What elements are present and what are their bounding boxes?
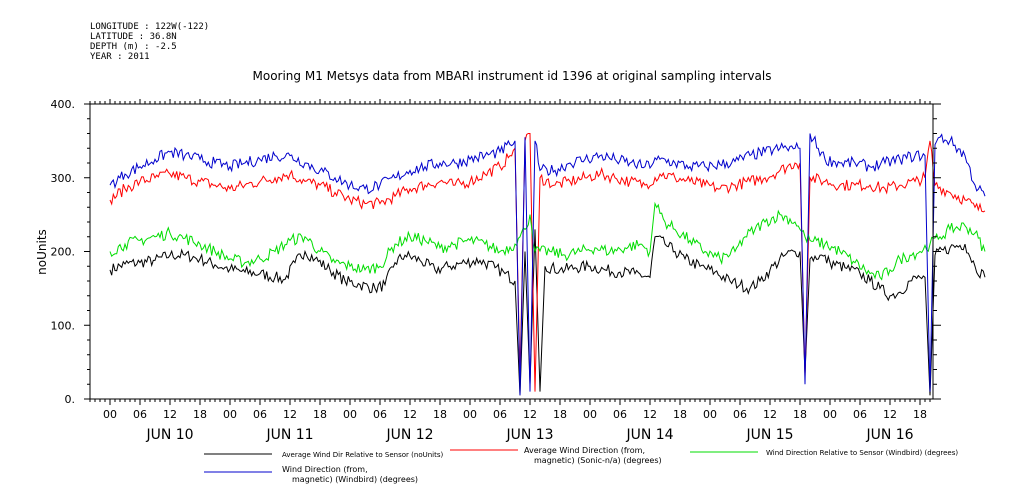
x-hour-label: 00 (463, 408, 477, 421)
x-hour-label: 12 (643, 408, 657, 421)
x-day-label: JUN 16 (865, 427, 913, 443)
legend-label-windbird-dir: Wind Direction (from, magnetic) (Windbir… (282, 465, 418, 484)
chart-title: Mooring M1 Metsys data from MBARI instru… (253, 69, 772, 83)
x-hour-label: 06 (133, 408, 147, 421)
plot-frame (89, 103, 934, 400)
x-hour-label: 18 (553, 408, 567, 421)
x-hour-label: 00 (583, 408, 597, 421)
y-tick-label: 0. (65, 393, 76, 406)
x-hour-label: 18 (193, 408, 207, 421)
x-day-label: JUN 13 (505, 427, 553, 443)
x-hour-label: 12 (403, 408, 417, 421)
x-hour-label: 12 (883, 408, 897, 421)
x-day-label: JUN 10 (145, 427, 193, 443)
series-line-0 (109, 229, 986, 396)
x-hour-label: 12 (763, 408, 777, 421)
x-hour-label: 18 (433, 408, 447, 421)
y-tick-label: 400. (51, 98, 76, 111)
x-hour-label: 00 (343, 408, 357, 421)
x-day-label: JUN 15 (745, 427, 793, 443)
x-day-label: JUN 12 (385, 427, 433, 443)
legend-label-windbird-relative: Wind Direction Relative to Sensor (Windb… (766, 449, 958, 457)
legend-label-windbird-line1: Wind Direction (from, (282, 465, 368, 474)
y-tick-label: 100. (51, 319, 76, 332)
y-tick-label: 300. (51, 172, 76, 185)
axis-layer: 0. 100. 200. 300. 400. 00 06 12 18 00 06 12 18 00 06 12… (51, 98, 941, 443)
x-hour-label: 12 (523, 408, 537, 421)
x-hour-label: 18 (913, 408, 927, 421)
x-hour-label: 06 (253, 408, 267, 421)
x-hour-label: 12 (283, 408, 297, 421)
x-day-label: JUN 11 (265, 427, 313, 443)
latitude-label: LATITUDE : 36.8N (90, 32, 177, 42)
x-day-label: JUN 14 (625, 427, 673, 443)
x-hour-label: 06 (733, 408, 747, 421)
x-hour-label: 12 (163, 408, 177, 421)
x-hour-label: 18 (793, 408, 807, 421)
y-tick-label: 200. (51, 246, 76, 259)
legend-label-sonic-dir: Average Wind Direction (from, magnetic) … (524, 446, 662, 465)
x-hour-label: 18 (673, 408, 687, 421)
legend-label-sonic-line2: magnetic) (Sonic-n/a) (degrees) (534, 456, 662, 465)
year-label: YEAR : 2011 (90, 52, 150, 62)
depth-label: DEPTH (m) : -2.5 (90, 42, 177, 52)
x-hour-label: 06 (853, 408, 867, 421)
series-layer (109, 133, 986, 396)
legend-label-relative-dir: Average Wind Dir Relative to Sensor (noU… (282, 451, 443, 459)
x-hour-label: 00 (703, 408, 717, 421)
series-line-2 (109, 201, 986, 281)
legend-label-sonic-line1: Average Wind Direction (from, (524, 446, 645, 455)
legend: Average Wind Dir Relative to Sensor (noU… (204, 446, 958, 484)
x-hour-label: 06 (613, 408, 627, 421)
series-line-1 (109, 133, 986, 392)
x-hour-label: 06 (373, 408, 387, 421)
x-hour-label: 06 (493, 408, 507, 421)
x-hour-label: 00 (823, 408, 837, 421)
legend-label-windbird-line2: magnetic) (Windbird) (degrees) (292, 475, 418, 484)
x-hour-label: 00 (103, 408, 117, 421)
x-hour-label: 18 (313, 408, 327, 421)
y-axis-label: noUnits (35, 229, 49, 275)
x-hour-label: 00 (223, 408, 237, 421)
series-line-3 (109, 133, 986, 396)
longitude-label: LONGITUDE : 122W(-122) (90, 22, 209, 32)
